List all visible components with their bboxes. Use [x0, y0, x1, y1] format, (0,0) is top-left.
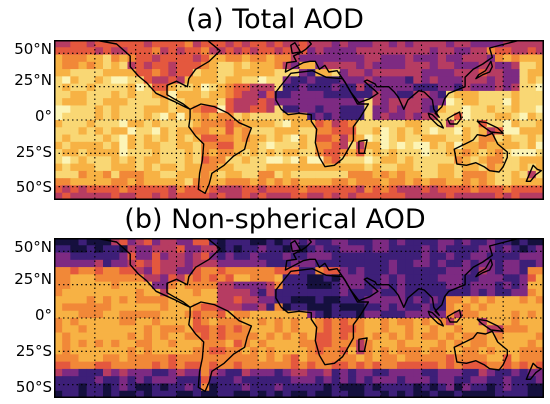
panel-a-title: (a) Total AOD: [186, 4, 364, 35]
lat-tick-0-a: 0°: [34, 107, 52, 125]
panel-b-title: (b) Non-spherical AOD: [124, 204, 426, 235]
lat-tick-25n-b: 25°N: [14, 270, 52, 288]
lat-tick-50s-b: 50°S: [15, 378, 52, 396]
lat-tick-25s-a: 25°S: [15, 143, 52, 161]
lat-tick-50n-b: 50°N: [14, 238, 52, 256]
lat-tick-0-b: 0°: [34, 306, 52, 324]
lat-tick-25n-a: 25°N: [14, 71, 52, 89]
lat-tick-50s-a: 50°S: [15, 178, 52, 196]
map-panel-b: [54, 238, 544, 398]
lat-tick-25s-b: 25°S: [15, 342, 52, 360]
map-panel-a: [54, 40, 544, 200]
lat-tick-50n-a: 50°N: [14, 40, 52, 58]
